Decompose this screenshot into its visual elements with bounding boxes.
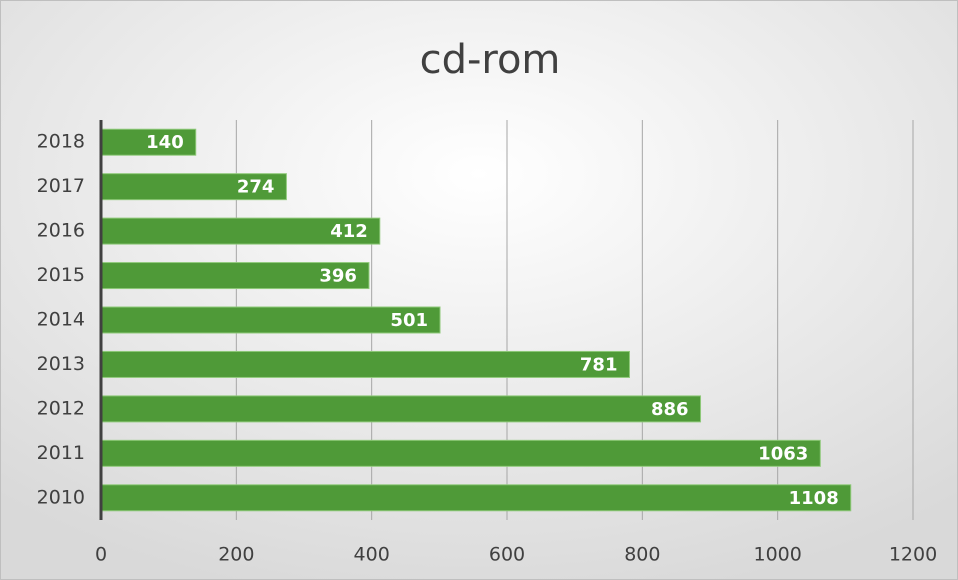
data-label: 1108	[789, 488, 839, 509]
data-label: 396	[319, 266, 357, 287]
x-tick-label: 200	[218, 544, 254, 566]
bar	[100, 262, 370, 290]
y-tick-label: 2012	[37, 397, 85, 419]
chart-title: cd-rom	[420, 37, 561, 83]
x-tick-label: 0	[95, 544, 107, 566]
y-tick-label: 2013	[37, 353, 85, 375]
bar	[100, 395, 702, 423]
y-tick-label: 2016	[37, 220, 85, 242]
y-tick-label: 2014	[37, 309, 85, 331]
x-tick-label: 1000	[753, 544, 801, 566]
y-tick-label: 2011	[37, 442, 85, 464]
x-tick-label: 800	[624, 544, 660, 566]
x-tick-label: 400	[354, 544, 390, 566]
bar	[100, 217, 381, 245]
data-label: 1063	[758, 443, 808, 464]
y-tick-label: 2017	[37, 175, 85, 197]
x-tick-label: 1200	[889, 544, 937, 566]
data-label: 140	[146, 132, 184, 153]
x-tick-label: 600	[489, 544, 525, 566]
data-label: 886	[651, 399, 689, 420]
bar	[100, 306, 441, 334]
data-label: 781	[580, 354, 618, 375]
data-label: 501	[390, 310, 428, 331]
data-label: 412	[330, 221, 368, 242]
y-tick-label: 2015	[37, 264, 85, 286]
bar	[100, 484, 852, 512]
y-tick-label: 2018	[37, 131, 85, 153]
bar	[100, 350, 630, 378]
bar	[100, 439, 821, 467]
bar	[100, 173, 287, 201]
y-tick-label: 2010	[37, 486, 85, 508]
data-label: 274	[237, 177, 275, 198]
